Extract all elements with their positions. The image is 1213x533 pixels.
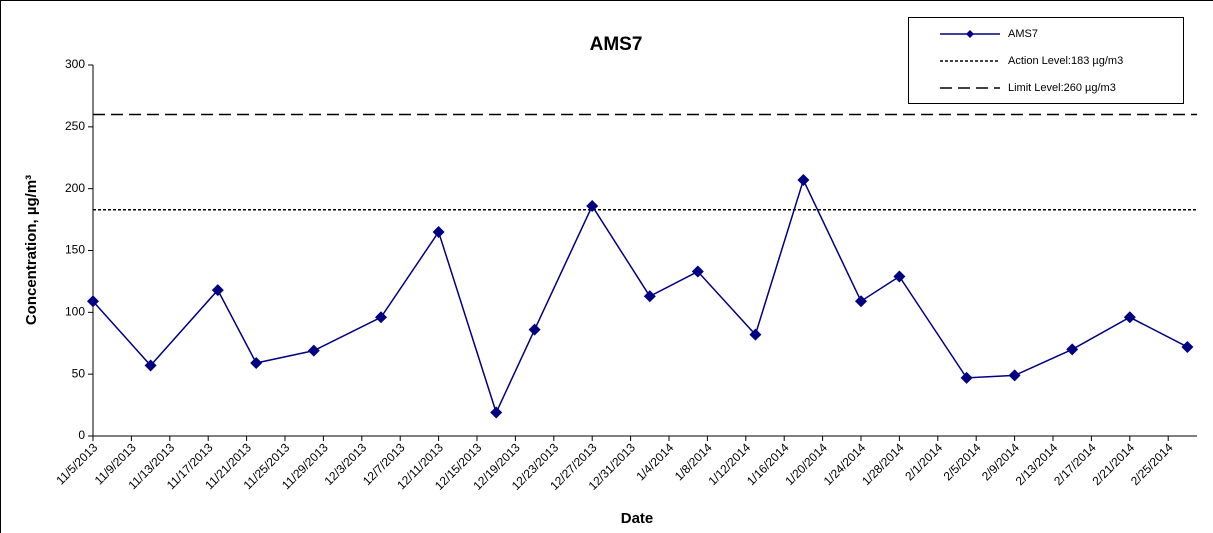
- data-point: [855, 295, 867, 308]
- x-tick-label: 2/5/2014: [941, 440, 984, 483]
- data-point: [1123, 311, 1136, 324]
- legend-label: Limit Level:260 µg/m3: [1008, 82, 1116, 94]
- y-axis-label: Concentration, µg/m³: [23, 175, 40, 325]
- data-point: [432, 225, 445, 238]
- x-tick-label: 2/25/2014: [1128, 440, 1176, 488]
- y-tick-label: 100: [65, 305, 85, 319]
- data-point: [375, 311, 387, 324]
- data-point: [144, 359, 157, 372]
- data-point: [1066, 343, 1079, 356]
- x-tick-label: 1/28/2014: [859, 440, 907, 488]
- y-tick-label: 250: [65, 119, 85, 133]
- data-line: [92, 177, 1188, 415]
- y-tick-label: 0: [78, 428, 85, 442]
- data-point: [749, 328, 762, 341]
- data-point: [490, 406, 503, 419]
- data-point: [643, 290, 656, 303]
- data-point: [797, 174, 810, 187]
- data-point: [1181, 340, 1194, 353]
- y-tick-label: 300: [65, 57, 85, 71]
- data-point: [211, 284, 224, 297]
- chart-title: AMS7: [590, 34, 643, 55]
- data-point: [893, 270, 906, 283]
- legend-label: Action Level:183 µg/m3: [1008, 55, 1123, 67]
- data-point: [960, 371, 973, 384]
- data-point: [307, 344, 320, 357]
- legend-marker: [966, 30, 974, 38]
- data-point: [586, 199, 599, 212]
- legend-box: [908, 17, 1184, 104]
- data-point: [87, 295, 99, 308]
- x-tick-label: 2/1/2014: [902, 440, 945, 483]
- x-tick-label: 1/4/2014: [633, 440, 676, 483]
- y-tick-label: 50: [72, 366, 86, 380]
- y-tick-label: 200: [65, 181, 85, 195]
- data-point: [528, 323, 541, 336]
- y-tick-label: 150: [65, 243, 85, 257]
- legend-label: AMS7: [1008, 28, 1038, 40]
- data-point: [1008, 369, 1021, 382]
- data-point: [691, 265, 704, 278]
- x-axis-label: Date: [621, 510, 654, 527]
- data-point: [250, 357, 263, 370]
